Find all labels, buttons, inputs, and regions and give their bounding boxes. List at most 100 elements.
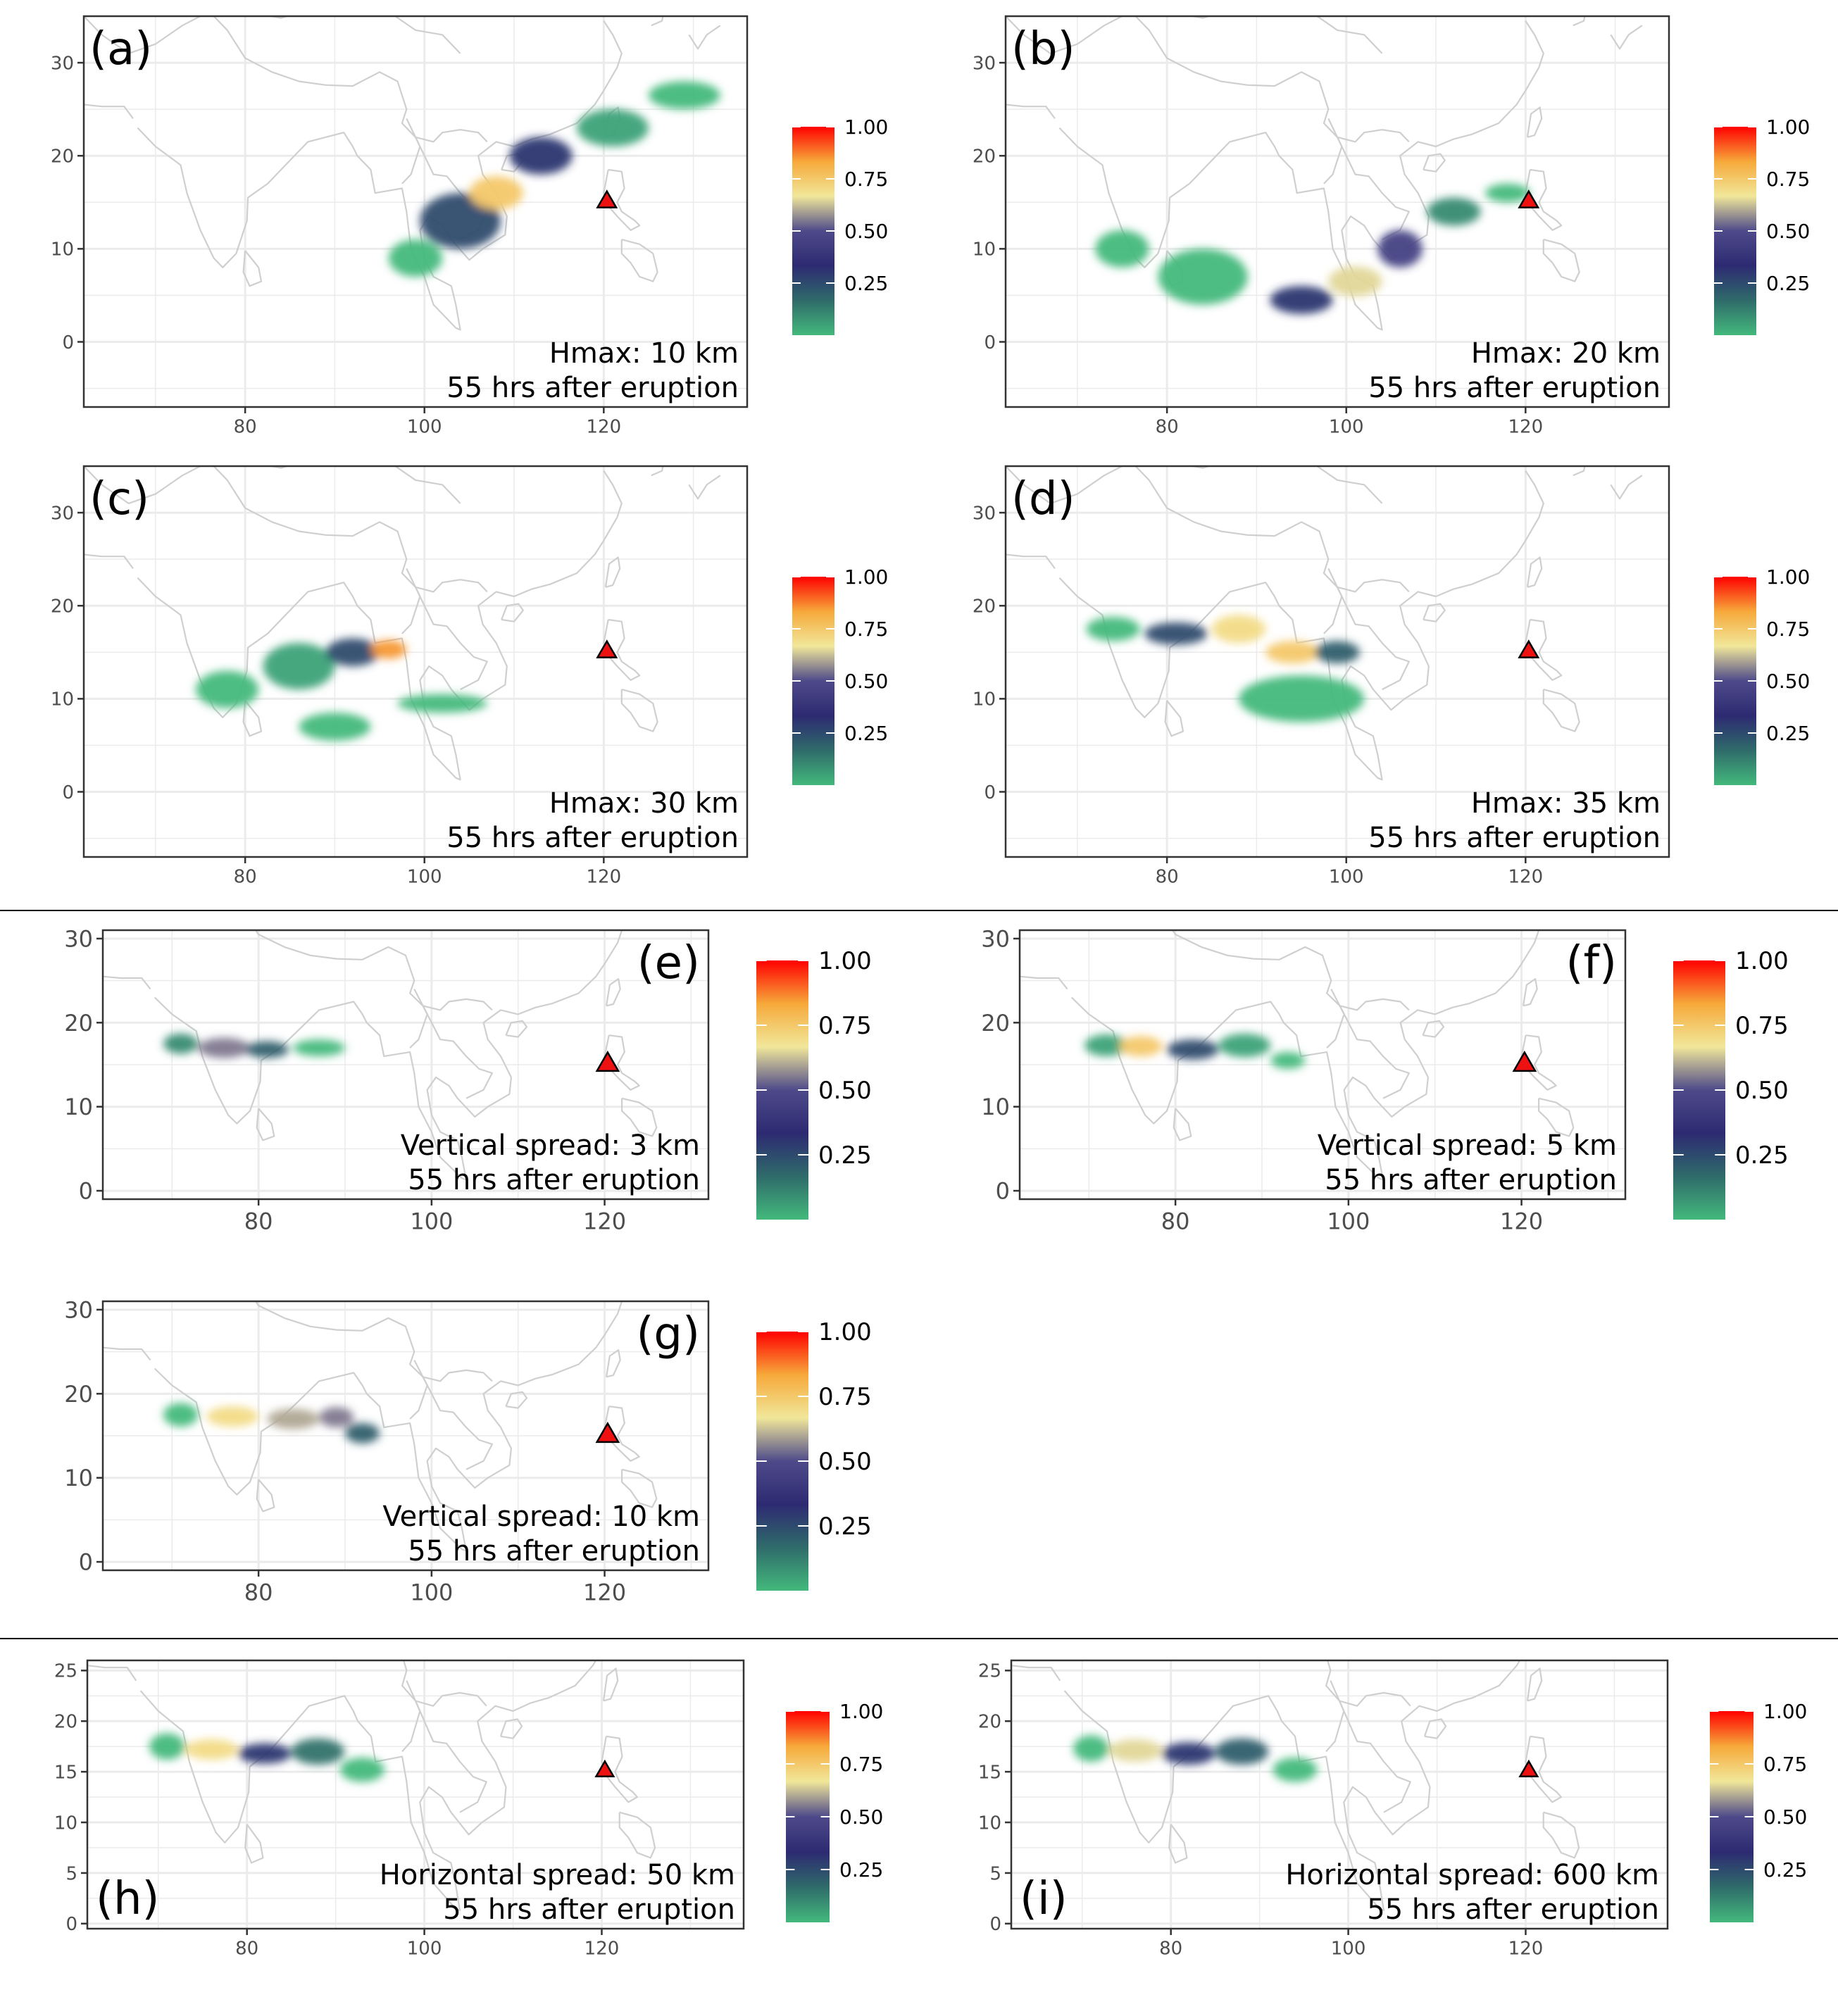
land-outline [1326,989,1345,1048]
y-tick-label: 20 [981,1010,1010,1037]
y-tick-label: 10 [64,1465,93,1491]
x-tick-label: 120 [587,416,622,437]
annotation-time: 55 hrs after eruption [1367,1893,1659,1926]
y-tick-label: 0 [79,1178,93,1205]
x-tick-label: 120 [1508,416,1544,437]
plume-cell [238,1743,292,1764]
x-tick-label: 80 [234,416,257,437]
land-outline [1573,466,1586,477]
land-outline [1526,556,1543,588]
chart-panel-3: 80 100 120 0 10 20 30 (d) 55 hrs after eruptionH… [973,465,1810,887]
volcano-marker [596,639,618,658]
land-outline [144,1301,493,1382]
land-outline [602,1667,619,1702]
volcano-marker [595,1421,620,1444]
x-tick-label: 80 [244,1579,273,1606]
land-outline [1006,16,1410,143]
colorbar-tick-label: 0.25 [818,1513,872,1541]
ash-plume [1073,1735,1318,1782]
annotation-parameter: Hmax: 35 km [1471,787,1661,820]
land-outline [103,975,151,990]
colorbar-tick-label: 0.50 [844,670,888,693]
land-outline [422,1376,493,1470]
plume-cell [206,1406,259,1427]
plume-cell [1166,1039,1219,1060]
panel-label: (b) [1011,23,1075,75]
y-tick-label: 30 [973,503,996,524]
y-tick-label: 20 [54,1712,77,1733]
land-outline [1522,978,1538,1007]
land-outline [84,553,134,570]
y-tick-label: 15 [54,1763,77,1784]
land-outline [1188,16,1383,54]
plume-cell [577,109,649,146]
annotation-time: 55 hrs after eruption [446,822,739,854]
colorbar-tick-label: 0.75 [1763,1753,1807,1776]
y-tick-label: 30 [51,503,74,524]
x-tick-label: 100 [410,1579,453,1606]
x-tick-label: 120 [1500,1208,1543,1235]
y-tick-label: 0 [62,782,74,803]
x-tick-label: 80 [1159,1938,1182,1959]
land-outline [1337,137,1410,241]
colorbar-tick-label: 0.75 [844,618,888,641]
land-outline [605,978,621,1007]
y-tick-label: 0 [79,1549,93,1576]
plot-area [1020,930,1625,1199]
plume-cell [1328,266,1382,296]
plot-area [84,16,747,407]
volcano-marker [596,189,618,208]
x-tick-label: 120 [584,1938,620,1959]
land-outline [618,1811,656,1859]
land-outline [688,25,721,50]
plume-cell [1086,617,1140,641]
y-tick-label: 25 [54,1661,77,1682]
colorbar-tick-label: 0.75 [818,1383,872,1411]
annotation-time: 55 hrs after eruption [1368,822,1661,854]
land-outline [137,470,623,781]
colorbar-tick-label: 1.00 [1735,947,1789,975]
x-tick-label: 120 [587,866,622,887]
plume-cell [1485,183,1530,203]
ash-plume [196,638,487,741]
plot-area [87,1660,744,1929]
land-outline [84,16,488,143]
x-tick-label: 100 [1331,1938,1366,1959]
annotation-time: 55 hrs after eruption [1368,372,1661,404]
plume-cell [149,1733,185,1760]
plume-cell [1095,230,1149,268]
colorbar-tick-label: 1.00 [1766,565,1810,589]
land-outline [401,118,421,184]
y-tick-label: 30 [973,53,996,74]
plot-area [1011,1660,1668,1929]
ash-plume [1084,1033,1306,1069]
land-outline [401,1680,421,1753]
plot-border [1004,465,1670,858]
plume-cell [245,1041,289,1058]
land-outline [1526,106,1543,138]
plot-border [86,1659,745,1930]
plume-cell [1084,1034,1128,1057]
land-outline [1325,1660,1411,1707]
plume-cell [1119,1036,1163,1057]
y-tick-label: 20 [978,1712,1001,1733]
panel-label: (e) [637,937,700,989]
colorbar-tick-label: 0.75 [1766,618,1810,641]
y-tick-label: 0 [989,1914,1001,1935]
colorbar-tick-label: 0.50 [1766,670,1810,693]
land-outline [688,475,721,500]
volcano-marker [594,1759,615,1777]
panel-label: (a) [89,23,152,75]
land-outline [266,466,461,504]
plume-cell [1108,1739,1163,1762]
y-tick-label: 30 [64,1296,93,1323]
land-outline [84,104,134,120]
land-outline [1339,1005,1410,1099]
land-outline [414,1701,487,1813]
land-outline [1188,466,1383,504]
land-outline [499,1718,523,1739]
plume-cell [397,694,487,713]
land-outline [1610,25,1643,50]
volcano-marker [1512,1050,1537,1072]
colorbar-tick-label: 0.75 [1766,168,1810,191]
